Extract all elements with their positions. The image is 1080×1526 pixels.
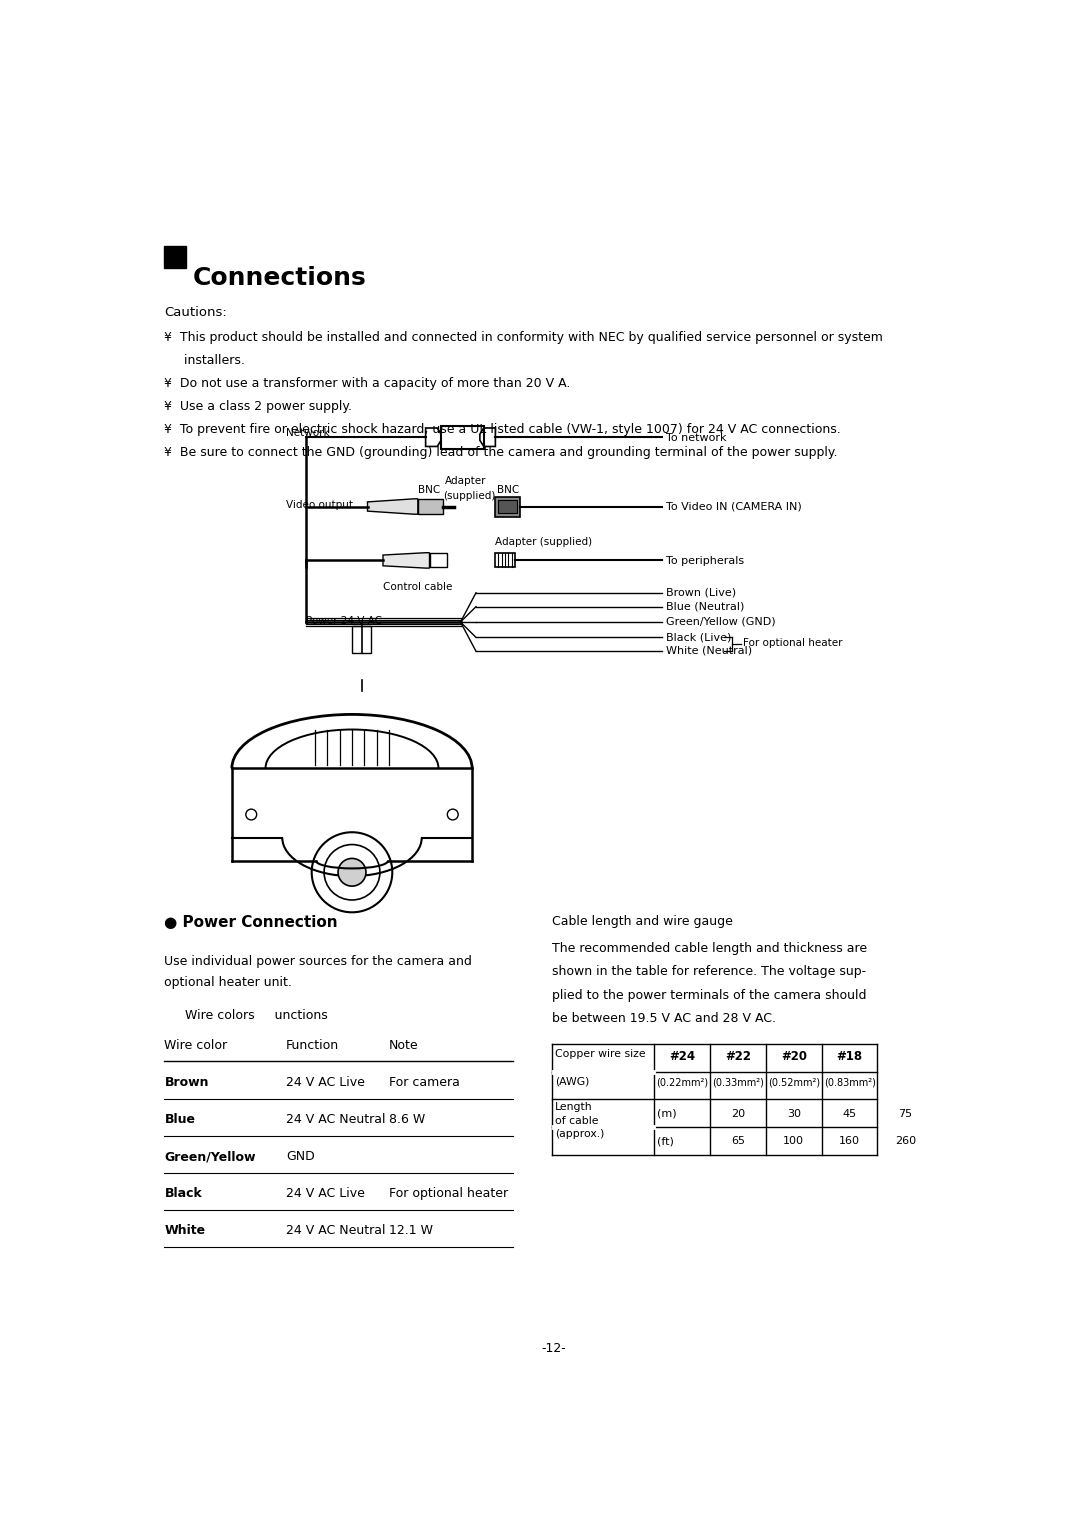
Text: ¥  This product should be installed and connected in conformity with NEC by qual: ¥ This product should be installed and c… <box>164 331 883 343</box>
Text: Adapter (supplied): Adapter (supplied) <box>496 537 593 548</box>
Bar <box>499 499 517 513</box>
Bar <box>164 246 186 269</box>
Polygon shape <box>367 499 418 514</box>
Text: 20: 20 <box>731 1109 745 1119</box>
Polygon shape <box>383 552 430 568</box>
Text: shown in the table for reference. The voltage sup-: shown in the table for reference. The vo… <box>552 966 866 978</box>
Text: White: White <box>164 1224 205 1238</box>
Bar <box>496 554 515 568</box>
Text: ¥  To prevent fire or electric shock hazard, use a UL listed cable (VW-1, style : ¥ To prevent fire or electric shock haza… <box>164 423 841 436</box>
Text: (0.83mm²): (0.83mm²) <box>824 1077 876 1087</box>
Text: of cable: of cable <box>555 1116 598 1126</box>
Text: 24 V AC Live: 24 V AC Live <box>286 1076 365 1090</box>
Text: Cautions:: Cautions: <box>164 307 227 319</box>
Text: Blue (Neutral): Blue (Neutral) <box>666 601 744 612</box>
Text: Length: Length <box>555 1102 593 1112</box>
Text: BNC: BNC <box>418 485 441 494</box>
Text: 24 V AC Neutral: 24 V AC Neutral <box>286 1224 386 1238</box>
Text: 8.6 W: 8.6 W <box>389 1114 426 1126</box>
Text: (0.22mm²): (0.22mm²) <box>657 1077 708 1087</box>
Text: Control cable: Control cable <box>383 581 453 592</box>
Text: (AWG): (AWG) <box>555 1076 590 1087</box>
Text: 24 V AC Neutral: 24 V AC Neutral <box>286 1114 386 1126</box>
Text: ¥  Do not use a transformer with a capacity of more than 20 V A.: ¥ Do not use a transformer with a capaci… <box>164 377 571 391</box>
Text: White (Neutral): White (Neutral) <box>666 645 752 656</box>
Text: #22: #22 <box>725 1050 751 1064</box>
Text: Cable length and wire gauge: Cable length and wire gauge <box>552 914 733 928</box>
Text: Power 24 V AC: Power 24 V AC <box>306 617 381 626</box>
Text: #18: #18 <box>837 1050 863 1064</box>
Text: To Video IN (CAMERA IN): To Video IN (CAMERA IN) <box>666 502 801 511</box>
Text: (m): (m) <box>658 1109 677 1119</box>
Text: Use individual power sources for the camera and: Use individual power sources for the cam… <box>164 955 472 967</box>
Text: Black (Live): Black (Live) <box>666 632 731 642</box>
Bar <box>496 496 521 516</box>
Text: The recommended cable length and thickness are: The recommended cable length and thickne… <box>552 943 867 955</box>
Text: 12.1 W: 12.1 W <box>389 1224 433 1238</box>
Text: To network: To network <box>666 432 727 443</box>
Text: 45: 45 <box>842 1109 856 1119</box>
Text: 75: 75 <box>899 1109 913 1119</box>
Text: #24: #24 <box>670 1050 696 1064</box>
Circle shape <box>338 859 366 887</box>
Text: 30: 30 <box>786 1109 800 1119</box>
Text: 160: 160 <box>839 1137 860 1146</box>
Text: (ft): (ft) <box>658 1137 674 1146</box>
Text: Green/Yellow: Green/Yellow <box>164 1151 256 1163</box>
Text: #20: #20 <box>781 1050 807 1064</box>
Text: Network: Network <box>286 427 329 438</box>
Text: For camera: For camera <box>389 1076 460 1090</box>
Text: ¥  Use a class 2 power supply.: ¥ Use a class 2 power supply. <box>164 400 352 414</box>
Text: installers.: installers. <box>164 354 245 368</box>
Text: plied to the power terminals of the camera should: plied to the power terminals of the came… <box>552 989 866 1001</box>
Text: 260: 260 <box>895 1137 916 1146</box>
Text: Note: Note <box>389 1039 419 1053</box>
Text: Black: Black <box>164 1187 202 1201</box>
Text: (0.33mm²): (0.33mm²) <box>713 1077 765 1087</box>
Text: Brown: Brown <box>164 1076 208 1090</box>
Text: Copper wire size: Copper wire size <box>555 1048 646 1059</box>
Text: -12-: -12- <box>541 1341 566 1355</box>
Bar <box>352 626 372 653</box>
Bar <box>430 554 446 568</box>
Text: Brown (Live): Brown (Live) <box>666 588 735 597</box>
Text: Video output: Video output <box>286 501 353 510</box>
Text: Green/Yellow (GND): Green/Yellow (GND) <box>666 617 775 627</box>
Text: (approx.): (approx.) <box>555 1129 605 1138</box>
Bar <box>418 499 443 514</box>
Text: BNC: BNC <box>497 485 519 494</box>
Text: Adapter: Adapter <box>445 476 486 485</box>
Text: optional heater unit.: optional heater unit. <box>164 977 293 989</box>
Text: 24 V AC Live: 24 V AC Live <box>286 1187 365 1201</box>
Text: (0.52mm²): (0.52mm²) <box>768 1077 821 1087</box>
Text: ¥  Be sure to connect the GND (grounding) lead of the camera and grounding termi: ¥ Be sure to connect the GND (grounding)… <box>164 447 838 459</box>
Text: Blue: Blue <box>164 1114 195 1126</box>
Text: Wire color: Wire color <box>164 1039 228 1053</box>
Text: 65: 65 <box>731 1137 745 1146</box>
Text: For optional heater: For optional heater <box>743 638 842 649</box>
Text: To peripherals: To peripherals <box>666 555 744 566</box>
Bar <box>441 426 484 449</box>
Text: Connections: Connections <box>193 266 367 290</box>
Text: ● Power Connection: ● Power Connection <box>164 914 338 929</box>
Text: (supplied): (supplied) <box>444 491 496 501</box>
Text: be between 19.5 V AC and 28 V AC.: be between 19.5 V AC and 28 V AC. <box>552 1012 775 1024</box>
Text: Function: Function <box>286 1039 339 1053</box>
Text: Wire colors     unctions: Wire colors unctions <box>186 1009 328 1021</box>
Text: 100: 100 <box>783 1137 805 1146</box>
Text: For optional heater: For optional heater <box>389 1187 509 1201</box>
Text: GND: GND <box>286 1151 315 1163</box>
